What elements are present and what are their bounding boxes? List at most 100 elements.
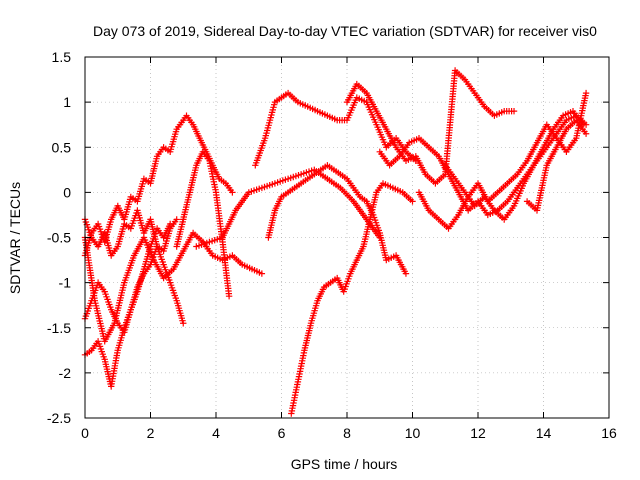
- data-point: [252, 137, 268, 169]
- data-point: [114, 327, 127, 354]
- data-point: [265, 209, 278, 241]
- data-point: [451, 67, 467, 81]
- data-point: [140, 263, 153, 277]
- data-point: [189, 121, 202, 140]
- data-point: [451, 175, 467, 194]
- data-point: [153, 243, 165, 253]
- x-tick-label: 8: [343, 425, 351, 441]
- data-point: [373, 121, 389, 148]
- series-sat-j: [265, 162, 410, 277]
- x-tick-label: 2: [147, 425, 155, 441]
- series-sat-h: [252, 89, 419, 169]
- y-tick-label: 1.5: [52, 49, 72, 65]
- data-point: [415, 135, 431, 149]
- data-point: [563, 118, 578, 133]
- y-tick-label: -0.5: [47, 230, 71, 246]
- data-point: [350, 184, 362, 198]
- data-point: [121, 254, 137, 286]
- data-point: [199, 148, 211, 162]
- data-point: [94, 279, 107, 293]
- data-point: [353, 80, 368, 95]
- data-point: [206, 157, 219, 193]
- data-point: [127, 286, 140, 313]
- data-point: [389, 184, 404, 195]
- data-point: [294, 349, 308, 386]
- data-point: [383, 253, 397, 264]
- data-point: [147, 155, 160, 187]
- data-point: [173, 218, 186, 250]
- data-point: [396, 141, 411, 160]
- data-point: [232, 191, 251, 214]
- data-point: [294, 98, 309, 109]
- series-sat-i: [288, 180, 416, 417]
- data-point: [363, 198, 376, 216]
- data-point: [153, 146, 166, 160]
- data-point: [108, 349, 121, 390]
- data-point: [180, 320, 187, 327]
- data-point: [134, 272, 147, 291]
- data-point: [363, 98, 379, 126]
- data-point: [91, 297, 108, 342]
- y-tick-label: 0: [63, 184, 71, 200]
- data-point: [461, 189, 477, 207]
- data-point: [373, 108, 389, 131]
- data-point: [514, 159, 529, 178]
- data-point: [284, 89, 300, 104]
- data-point: [170, 250, 186, 273]
- data-point: [297, 167, 315, 178]
- data-point: [94, 338, 107, 360]
- series-sat-d: [81, 216, 180, 390]
- data-point: [559, 109, 574, 119]
- data-point: [504, 186, 519, 205]
- data-point: [314, 108, 329, 118]
- data-point: [189, 229, 205, 244]
- data-point: [540, 128, 556, 151]
- data-point: [363, 89, 379, 113]
- data-point: [193, 239, 210, 250]
- data-point: [180, 191, 193, 223]
- series-sat-n: [442, 108, 586, 223]
- data-point: [510, 107, 518, 115]
- data-point: [504, 172, 519, 187]
- data-point: [216, 175, 227, 185]
- data-point: [180, 114, 189, 124]
- y-axis-label: SDTVAR / TECUs: [7, 182, 23, 294]
- data-point: [373, 182, 385, 196]
- data-point: [523, 141, 539, 164]
- data-point: [370, 211, 382, 234]
- data-point: [573, 117, 588, 135]
- y-tick-label: 0.5: [52, 139, 72, 155]
- data-point: [121, 196, 134, 223]
- data-point: [121, 309, 134, 331]
- data-point: [402, 154, 417, 164]
- data-point: [311, 168, 322, 178]
- y-tick-label: -2.5: [47, 410, 71, 426]
- data-point: [353, 94, 368, 105]
- data-point: [167, 128, 180, 155]
- data-point: [435, 216, 450, 230]
- data-point: [258, 181, 276, 192]
- data-point: [121, 220, 132, 231]
- x-tick-label: 6: [278, 425, 286, 441]
- data-point: [582, 130, 590, 137]
- data-point: [206, 235, 224, 246]
- data-point: [196, 135, 209, 153]
- x-tick-label: 10: [405, 425, 421, 441]
- data-point: [530, 146, 546, 169]
- data-point: [160, 227, 173, 255]
- data-point: [383, 126, 399, 149]
- data-point: [442, 162, 457, 180]
- data-point: [248, 265, 263, 276]
- data-point: [481, 103, 496, 118]
- data-point: [183, 112, 195, 126]
- data-point: [101, 288, 114, 311]
- data-point: [324, 162, 335, 172]
- data-layer: [81, 67, 590, 417]
- data-point: [343, 175, 356, 189]
- series-sat-o: [523, 117, 590, 214]
- y-tick-label: -2: [59, 365, 72, 381]
- data-point: [186, 164, 199, 196]
- data-point: [219, 238, 232, 297]
- data-point: [222, 180, 234, 194]
